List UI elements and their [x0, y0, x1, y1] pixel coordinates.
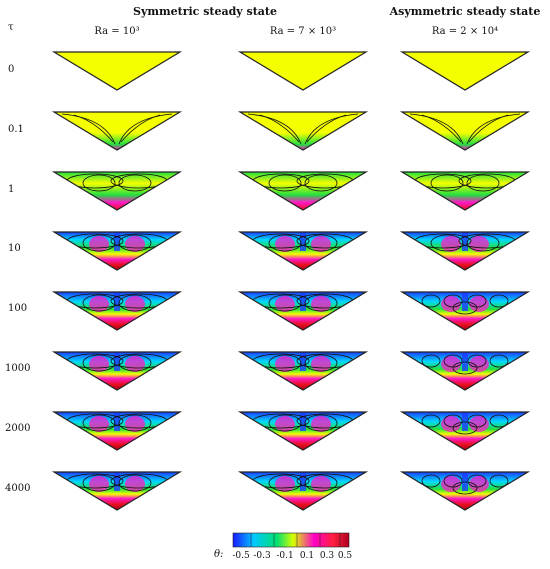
panel-outline: [399, 111, 531, 151]
temperature-panel: [402, 472, 528, 510]
column-label-3: Ra = 2 × 10⁴: [431, 26, 499, 37]
panel-outline: [51, 411, 183, 451]
panel-outline: [237, 51, 369, 91]
temperature-panel: [402, 232, 528, 270]
panel-outline: [237, 291, 369, 331]
colorbar-tick-2: -0.3: [253, 551, 271, 561]
column-label-2: Ra = 7 × 10³: [269, 26, 337, 37]
panel-outline: [399, 171, 531, 211]
header-asymmetric: Asymmetric steady state: [389, 5, 541, 18]
colorbar-label: θ:: [214, 549, 224, 560]
temperature-panel: [240, 292, 366, 330]
panel-outline: [51, 171, 183, 211]
panel-outline: [237, 411, 369, 451]
row-label-1: 0.1: [8, 124, 24, 135]
header-symmetric: Symmetric steady state: [133, 5, 277, 18]
panel-outline: [51, 291, 183, 331]
temperature-panel: [402, 172, 528, 210]
panel-outline: [237, 351, 369, 391]
panel-outline: [51, 111, 183, 151]
colorbar-tick-3: -0.1: [276, 551, 294, 561]
panel-outline: [399, 351, 531, 391]
temperature-panel: [240, 172, 366, 210]
temperature-panel: [54, 412, 180, 450]
temperature-panel: [240, 472, 366, 510]
temperature-panel: [402, 412, 528, 450]
temperature-panel: [240, 352, 366, 390]
row-label-6: 2000: [5, 423, 31, 434]
panel-outline: [51, 51, 183, 91]
temperature-panel: [54, 472, 180, 510]
colorbar-tick-1: -0.5: [232, 551, 250, 561]
temperature-panel: [54, 352, 180, 390]
row-label-5: 1000: [5, 363, 31, 374]
column-label-1: Ra = 10³: [94, 26, 140, 37]
panel-outline: [399, 231, 531, 271]
panel-outline: [237, 171, 369, 211]
row-axis-label: τ: [8, 22, 14, 33]
colorbar-tick-4: 0.1: [299, 551, 315, 561]
temperature-panel: [240, 52, 366, 90]
temperature-panel: [402, 352, 528, 390]
row-label-4: 100: [8, 303, 28, 314]
temperature-panel: [240, 412, 366, 450]
panel-outline: [237, 111, 369, 151]
temperature-panel: [54, 112, 180, 150]
colorbar-tick-6: 0.5: [337, 551, 353, 561]
temperature-panel: [240, 112, 366, 150]
temperature-panel: [54, 52, 180, 90]
row-label-2: 1: [8, 184, 15, 195]
colorbar-tick-5: 0.3: [319, 551, 335, 561]
panel-outline: [51, 351, 183, 391]
temperature-panel: [402, 292, 528, 330]
row-label-7: 4000: [5, 483, 31, 494]
panel-outline: [399, 291, 531, 331]
temperature-panel: [54, 292, 180, 330]
panel-outline: [237, 471, 369, 511]
panel-outline: [237, 231, 369, 271]
row-label-3: 10: [8, 243, 21, 254]
row-label-0: 0: [8, 64, 15, 75]
panel-outline: [399, 471, 531, 511]
panel-outline: [399, 51, 531, 91]
panel-outline: [51, 471, 183, 511]
panel-outline: [51, 231, 183, 271]
temperature-panel: [402, 112, 528, 150]
temperature-panel: [240, 232, 366, 270]
temperature-panel: [54, 172, 180, 210]
temperature-panel: [54, 232, 180, 270]
panel-outline: [399, 411, 531, 451]
temperature-panel: [402, 52, 528, 90]
